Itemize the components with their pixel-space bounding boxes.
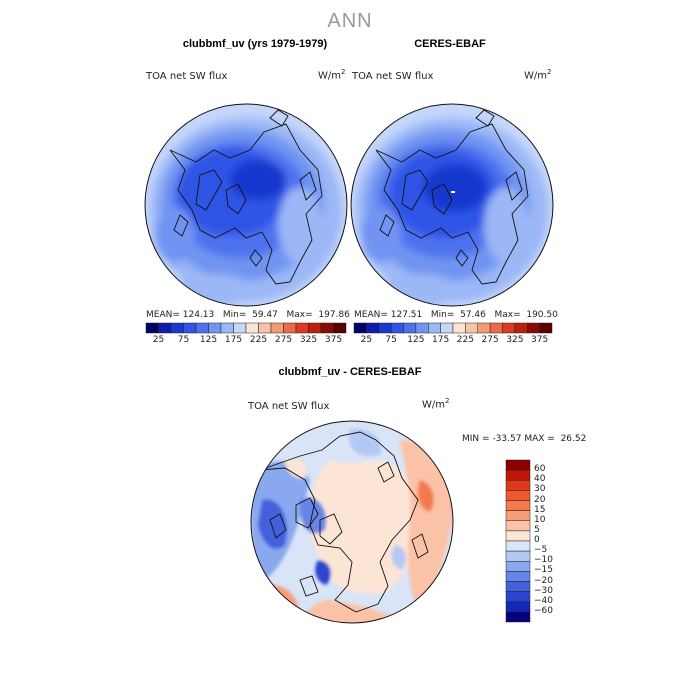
panel1-colorbar-swatch bbox=[208, 322, 222, 334]
panel2-colorbar-swatch bbox=[502, 322, 516, 334]
panel1-colorbar-swatch bbox=[258, 322, 272, 334]
panel1-map bbox=[144, 103, 348, 307]
panel2-colorbar-tick-label: 225 bbox=[456, 335, 474, 345]
diff-colorbar-tick-label: 40 bbox=[534, 474, 546, 485]
diff-colorbar-swatch bbox=[505, 480, 531, 491]
panel1-title: clubbmf_uv (yrs 1979-1979) bbox=[182, 38, 328, 50]
panel2-colorbar-swatch bbox=[440, 322, 454, 334]
panel2-colorbar-swatch bbox=[465, 322, 478, 334]
panel2-colorbar-swatch bbox=[452, 322, 466, 334]
panel1-stats: MEAN= 124.13 Min= 59.47 Max= 197.86 bbox=[146, 310, 350, 320]
panel2-colorbar-swatch bbox=[539, 322, 553, 334]
panel1-colorbar-tick-label: 225 bbox=[249, 335, 268, 345]
diff-colorbar-swatch bbox=[505, 611, 531, 623]
panel1-colorbar-tick-label: 125 bbox=[199, 335, 218, 345]
panel1-variable-label: TOA net SW flux bbox=[146, 71, 228, 82]
panel2-colorbar-tick-label: 275 bbox=[481, 335, 499, 345]
panel1-colorbar-swatch bbox=[308, 322, 322, 334]
panel1-colorbar-swatch bbox=[183, 322, 197, 334]
panel1-colorbar-swatch bbox=[195, 322, 209, 334]
diff-colorbar-swatch bbox=[505, 561, 531, 572]
diff-colorbar-swatch bbox=[505, 591, 531, 602]
diff-colorbar-tick-label: 10 bbox=[534, 514, 546, 525]
panel2-colorbar-swatch bbox=[378, 322, 392, 334]
diff-variable-label: TOA net SW flux bbox=[248, 401, 330, 412]
panel1-colorbar-swatch bbox=[220, 322, 234, 334]
diff-map bbox=[250, 420, 454, 624]
diff-colorbar-tick-label: −5 bbox=[534, 545, 548, 556]
diff-colorbar-tick-label: 30 bbox=[534, 484, 546, 495]
diff-colorbar-tick-label: 60 bbox=[534, 464, 546, 475]
panel1-colorbar-tick-label: 375 bbox=[324, 335, 343, 345]
panel2-units: W/m2 bbox=[524, 68, 552, 82]
panel2-colorbar-tick-label: 125 bbox=[407, 335, 425, 345]
panel1-colorbar-swatch bbox=[245, 322, 259, 334]
panel2-colorbar-swatch bbox=[489, 322, 503, 334]
panel2-colorbar-swatch bbox=[353, 322, 367, 334]
diff-colorbar-swatch bbox=[505, 520, 531, 532]
diff-colorbar-swatch bbox=[505, 601, 531, 613]
panel2-colorbar-swatch bbox=[514, 322, 528, 334]
panel1-colorbar-tick-label: 25 bbox=[152, 335, 165, 345]
diff-units: W/m2 bbox=[422, 397, 450, 411]
panel2-map bbox=[350, 103, 554, 307]
diff-colorbar-swatch bbox=[505, 500, 531, 511]
diff-colorbar-tick-label: 15 bbox=[534, 504, 546, 515]
panel2-colorbar bbox=[353, 322, 553, 334]
panel1-colorbar-swatch bbox=[145, 322, 159, 334]
panel1-colorbar-swatch bbox=[295, 322, 309, 334]
diff-colorbar-tick-label: 5 bbox=[534, 524, 540, 535]
panel2-colorbar-swatch bbox=[366, 322, 379, 334]
panel2-colorbar-tick-label: 375 bbox=[531, 335, 549, 345]
diff-colorbar-swatch bbox=[505, 490, 531, 501]
diff-stats: MIN = -33.57 MAX = 26.52 bbox=[462, 434, 587, 444]
panel2-variable-label: TOA net SW flux bbox=[352, 71, 434, 82]
diff-colorbar-tick-label: −15 bbox=[534, 565, 553, 576]
panel2-colorbar-tick-label: 25 bbox=[360, 335, 373, 345]
diff-colorbar-swatch bbox=[505, 459, 531, 471]
diff-colorbar-tick-label: 20 bbox=[534, 494, 546, 505]
diff-colorbar-tick-label: −40 bbox=[534, 595, 553, 606]
diff-colorbar-tick-label: −10 bbox=[534, 555, 553, 566]
panel1-colorbar-swatch bbox=[320, 322, 334, 334]
panel2-colorbar-swatch bbox=[390, 322, 404, 334]
panel2-title: CERES-EBAF bbox=[414, 38, 486, 50]
panel2-colorbar-swatch bbox=[415, 322, 429, 334]
diff-colorbar-swatch bbox=[505, 581, 531, 592]
panel1-colorbar-swatch bbox=[270, 322, 284, 334]
diff-colorbar-swatch bbox=[505, 550, 531, 562]
panel1-units: W/m2 bbox=[318, 68, 346, 82]
panel2-colorbar-swatch bbox=[428, 322, 441, 334]
panel2-colorbar-swatch bbox=[403, 322, 417, 334]
panel2-stats: MEAN= 127.51 Min= 57.46 Max= 190.50 bbox=[354, 310, 558, 320]
diff-colorbar-tick-label: −60 bbox=[534, 605, 553, 616]
panel2-colorbar-swatch bbox=[477, 322, 491, 334]
panel1-colorbar-swatch bbox=[158, 322, 172, 334]
panel2-colorbar-tick-label: 75 bbox=[385, 335, 397, 345]
panel1-colorbar-tick-label: 175 bbox=[224, 335, 243, 345]
diff-colorbar-tick-label: −20 bbox=[534, 575, 553, 586]
diff-panel-title: clubbmf_uv - CERES-EBAF bbox=[278, 366, 422, 378]
panel2-colorbar-swatch bbox=[527, 322, 540, 334]
diff-colorbar-swatch bbox=[505, 540, 531, 552]
diff-colorbar-swatch bbox=[505, 571, 531, 582]
panel1-colorbar-swatch bbox=[283, 322, 297, 334]
panel2-colorbar-tick-label: 175 bbox=[432, 335, 450, 345]
figure-title: ANN bbox=[327, 10, 373, 32]
panel1-colorbar-tick-label: 75 bbox=[177, 335, 190, 345]
diff-colorbar-tick-label: 0 bbox=[534, 535, 540, 545]
panel1-colorbar-swatch bbox=[170, 322, 184, 334]
panel1-colorbar-swatch bbox=[333, 322, 347, 334]
diff-colorbar-tick-label: −30 bbox=[534, 585, 553, 596]
panel1-colorbar-tick-label: 275 bbox=[274, 335, 293, 345]
panel1-colorbar-tick-label: 325 bbox=[299, 335, 318, 345]
panel2-colorbar-tick-label: 325 bbox=[506, 335, 524, 345]
diff-colorbar bbox=[505, 459, 531, 623]
diff-colorbar-swatch bbox=[505, 469, 531, 481]
diff-colorbar-swatch bbox=[505, 530, 531, 542]
panel1-colorbar bbox=[145, 322, 347, 334]
panel1-colorbar-swatch bbox=[233, 322, 247, 334]
diff-colorbar-swatch bbox=[505, 510, 531, 521]
